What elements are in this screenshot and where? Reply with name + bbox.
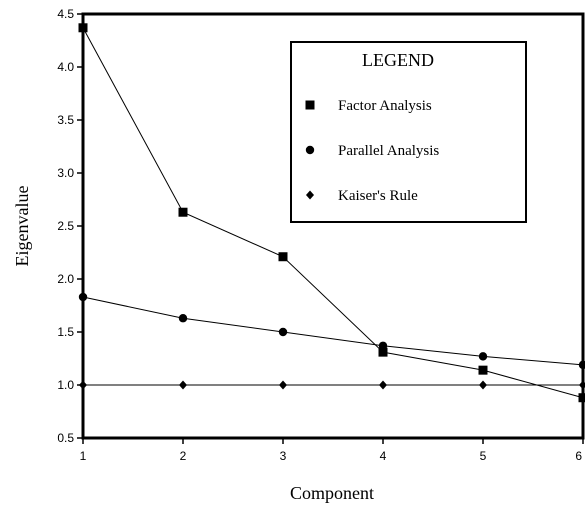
- point-kaiser-s-rule: [179, 380, 187, 390]
- legend-box: [290, 41, 527, 223]
- y-tick-label: 0.5: [57, 431, 74, 445]
- x-axis: 1 2 3 4 5 6: [80, 438, 584, 463]
- x-axis-label: Component: [290, 483, 374, 503]
- x-tick-label: 2: [180, 449, 187, 463]
- y-tick-label: 1.5: [57, 325, 74, 339]
- legend: LEGEND Factor Analysis Parallel Analysis K…: [290, 41, 527, 223]
- series-line-factor-analysis: [82, 27, 584, 399]
- point-factor-analysis: [478, 365, 488, 375]
- point-kaiser-s-rule: [279, 380, 287, 390]
- point-parallel-analysis: [278, 327, 288, 337]
- y-axis: 0.5 1.0 1.5 2.0 2.5 3.0 3.5 4.0 4.5: [57, 7, 83, 445]
- y-tick-label: 4.5: [57, 7, 74, 21]
- point-parallel-analysis: [178, 314, 188, 323]
- legend-entry-parallel-analysis: Parallel Analysis: [338, 143, 439, 159]
- legend-title: LEGEND: [362, 50, 434, 70]
- point-factor-analysis: [178, 207, 188, 217]
- y-tick-label: 2.5: [57, 219, 74, 233]
- point-parallel-analysis: [478, 352, 488, 361]
- legend-marker-parallel-analysis: [305, 145, 315, 155]
- x-tick-label: 1: [80, 449, 87, 463]
- legend-entry-kaiser-s-rule: Kaiser's Rule: [338, 188, 418, 204]
- y-tick-label: 3.0: [57, 166, 74, 180]
- x-tick-label: 5: [480, 449, 487, 463]
- point-kaiser-s-rule: [479, 380, 487, 390]
- point-factor-analysis: [278, 252, 288, 262]
- x-tick-label: 3: [280, 449, 287, 463]
- point-kaiser-s-rule: [379, 380, 387, 390]
- y-tick-label: 2.0: [57, 272, 74, 286]
- legend-marker-kaiser-s-rule: [306, 190, 314, 200]
- point-parallel-analysis: [378, 341, 388, 350]
- x-tick-label: 4: [380, 449, 387, 463]
- legend-entry-factor-analysis: Factor Analysis: [338, 98, 432, 114]
- series-line-parallel-analysis: [82, 296, 584, 366]
- legend-marker-factor-analysis: [305, 100, 315, 110]
- y-tick-label: 1.0: [57, 378, 74, 392]
- y-axis-label: Eigenvalue: [12, 186, 32, 267]
- y-tick-label: 4.0: [57, 60, 74, 74]
- point-factor-analysis: [378, 347, 388, 357]
- y-tick-label: 3.5: [57, 113, 74, 127]
- x-tick-label: 6: [575, 449, 582, 463]
